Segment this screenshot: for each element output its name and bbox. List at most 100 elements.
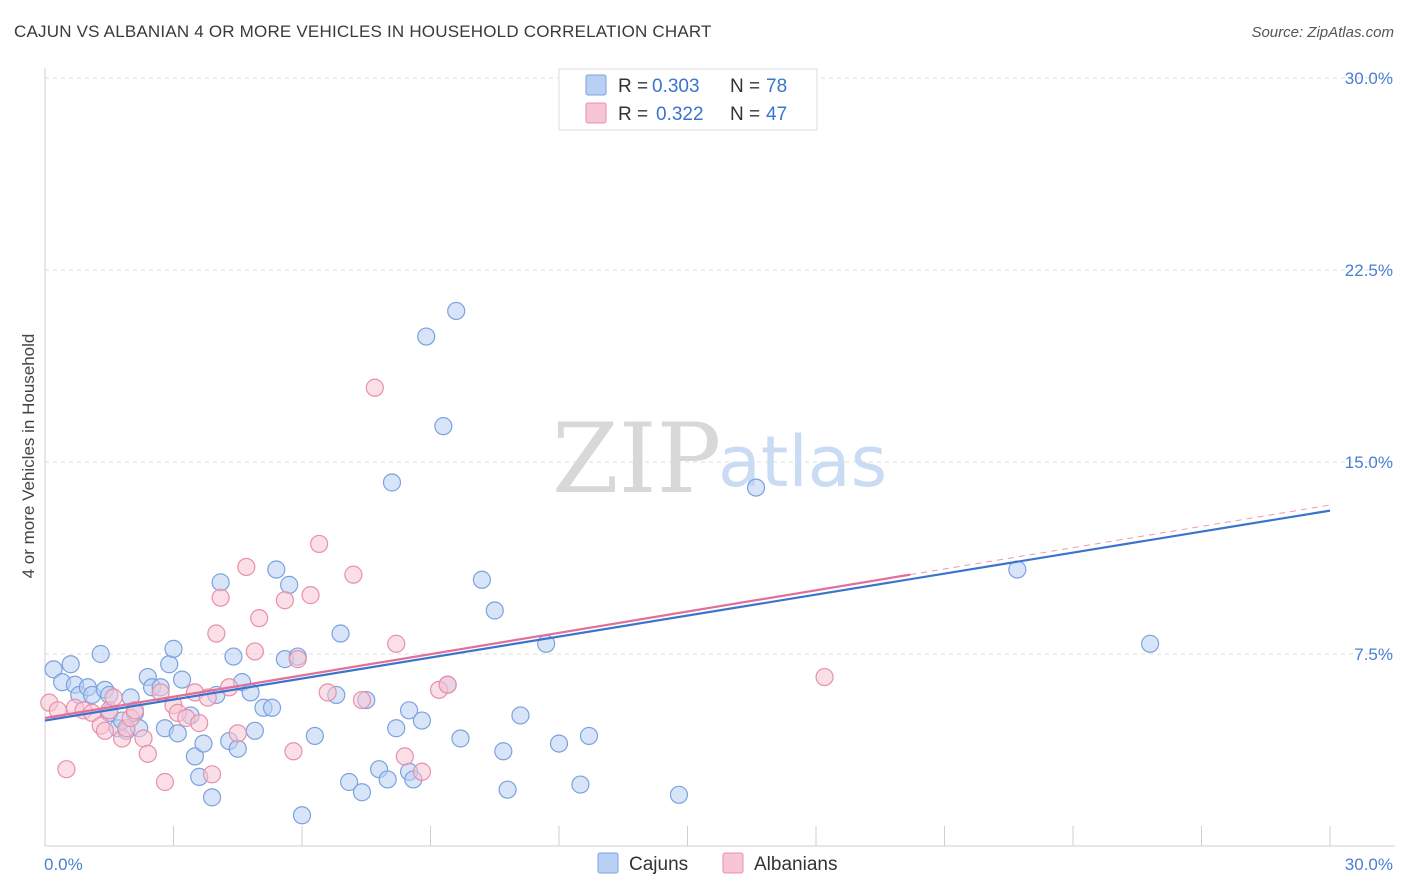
point-albanians-14 bbox=[134, 729, 153, 748]
point-cajuns-33 bbox=[224, 647, 243, 666]
point-cajuns-71 bbox=[571, 775, 590, 794]
point-cajuns-66 bbox=[494, 742, 513, 761]
point-cajuns-70 bbox=[549, 734, 569, 753]
legend-n-value-albanians: 47 bbox=[766, 104, 787, 125]
point-cajuns-77 bbox=[1140, 634, 1160, 653]
point-albanians-34 bbox=[288, 650, 307, 669]
chart-title: CAJUN VS ALBANIAN 4 OR MORE VEHICLES IN … bbox=[14, 22, 712, 41]
watermark-zip: ZIP bbox=[552, 403, 721, 515]
point-albanians-40 bbox=[365, 378, 384, 397]
point-albanians-45 bbox=[438, 675, 457, 694]
legend-bottom: Cajuns Albanians bbox=[597, 852, 837, 875]
point-cajuns-39 bbox=[262, 698, 282, 717]
point-albanians-7 bbox=[95, 721, 115, 740]
legend-top: R = 0.303 N = 78 R = 0.322 N = 47 bbox=[558, 68, 818, 131]
point-albanians-9 bbox=[104, 688, 123, 707]
point-albanians-17 bbox=[155, 772, 175, 792]
point-cajuns-44 bbox=[292, 806, 312, 825]
point-cajuns-31 bbox=[211, 573, 230, 592]
point-albanians-31 bbox=[250, 609, 269, 628]
point-cajuns-21 bbox=[160, 655, 179, 674]
trend-line-albanians bbox=[44, 573, 911, 720]
point-albanians-39 bbox=[352, 690, 372, 710]
point-albanians-2 bbox=[57, 760, 76, 779]
point-cajuns-22 bbox=[164, 639, 183, 658]
point-albanians-32 bbox=[275, 591, 294, 610]
point-cajuns-7 bbox=[91, 644, 110, 664]
point-albanians-26 bbox=[211, 588, 230, 607]
legend-n-label-albanians: N = bbox=[730, 104, 760, 125]
trend-line-cajuns bbox=[44, 509, 1331, 722]
point-cajuns-74 bbox=[746, 478, 766, 497]
y-axis-title: 4 or more Vehicles in Household bbox=[19, 334, 38, 579]
legend-n-value-cajuns: 78 bbox=[766, 76, 787, 97]
point-cajuns-49 bbox=[352, 783, 372, 802]
y-tick-label-0: 7.5% bbox=[1354, 645, 1393, 664]
point-albanians-46 bbox=[815, 667, 834, 687]
point-cajuns-34 bbox=[228, 739, 247, 758]
legend-r-value-albanians: 0.322 bbox=[656, 104, 704, 125]
point-cajuns-29 bbox=[202, 788, 222, 807]
y-tick-label-1: 15.0% bbox=[1345, 453, 1393, 472]
point-cajuns-2 bbox=[61, 655, 80, 674]
point-cajuns-54 bbox=[387, 719, 406, 738]
point-cajuns-62 bbox=[447, 301, 466, 321]
point-albanians-35 bbox=[301, 586, 320, 605]
point-albanians-38 bbox=[344, 565, 363, 584]
trend-lines bbox=[44, 504, 1331, 722]
point-cajuns-23 bbox=[168, 724, 187, 743]
point-cajuns-45 bbox=[305, 726, 324, 746]
legend-swatch-albanians bbox=[585, 102, 607, 124]
x-tick-labels: 0.0% 30.0% bbox=[44, 855, 1393, 874]
point-cajuns-0 bbox=[44, 660, 63, 679]
point-cajuns-26 bbox=[185, 747, 205, 766]
point-albanians-33 bbox=[284, 742, 303, 761]
x-tick-label-start: 0.0% bbox=[44, 855, 83, 874]
point-cajuns-63 bbox=[451, 729, 470, 748]
legend-swatch-cajuns bbox=[585, 74, 607, 96]
point-albanians-43 bbox=[412, 762, 432, 781]
point-cajuns-37 bbox=[245, 721, 264, 740]
point-cajuns-65 bbox=[485, 601, 504, 620]
point-cajuns-59 bbox=[417, 327, 436, 346]
legend-r-value-cajuns: 0.303 bbox=[652, 76, 700, 97]
point-albanians-37 bbox=[318, 683, 337, 702]
point-cajuns-53 bbox=[382, 473, 402, 492]
data-points bbox=[40, 76, 1160, 825]
point-cajuns-48 bbox=[340, 772, 359, 792]
point-albanians-42 bbox=[395, 747, 414, 766]
point-cajuns-28 bbox=[194, 734, 213, 753]
point-cajuns-60 bbox=[434, 417, 453, 436]
point-cajuns-47 bbox=[331, 624, 350, 643]
y-tick-label-3: 30.0% bbox=[1345, 69, 1393, 88]
point-cajuns-72 bbox=[579, 726, 599, 746]
bottom-label-cajuns: Cajuns bbox=[629, 854, 688, 875]
point-albanians-15 bbox=[138, 744, 157, 763]
bottom-swatch-albanians bbox=[722, 852, 744, 874]
y-tick-labels: 7.5% 15.0% 22.5% 30.0% bbox=[1345, 69, 1393, 664]
legend-n-label-cajuns: N = bbox=[730, 76, 760, 97]
point-cajuns-40 bbox=[267, 560, 286, 579]
trend-line-albanians-extension bbox=[910, 504, 1331, 576]
point-cajuns-73 bbox=[669, 785, 689, 804]
legend-r-label-cajuns: R = bbox=[618, 76, 648, 97]
source-credit: Source: ZipAtlas.com bbox=[1251, 24, 1394, 41]
point-cajuns-64 bbox=[472, 570, 491, 589]
point-albanians-22 bbox=[190, 714, 209, 733]
point-cajuns-42 bbox=[280, 575, 299, 594]
point-albanians-29 bbox=[237, 557, 256, 577]
point-cajuns-68 bbox=[511, 706, 530, 725]
legend-r-label-albanians: R = bbox=[618, 104, 648, 125]
point-albanians-24 bbox=[202, 765, 222, 784]
point-cajuns-56 bbox=[399, 701, 419, 720]
point-cajuns-52 bbox=[378, 770, 397, 789]
y-tick-label-2: 22.5% bbox=[1345, 261, 1393, 280]
point-albanians-25 bbox=[207, 624, 226, 643]
point-cajuns-24 bbox=[172, 670, 192, 689]
axes bbox=[44, 68, 1395, 847]
bottom-swatch-cajuns bbox=[597, 852, 619, 874]
point-albanians-41 bbox=[387, 634, 406, 653]
point-cajuns-58 bbox=[412, 711, 432, 730]
point-cajuns-67 bbox=[498, 780, 517, 799]
